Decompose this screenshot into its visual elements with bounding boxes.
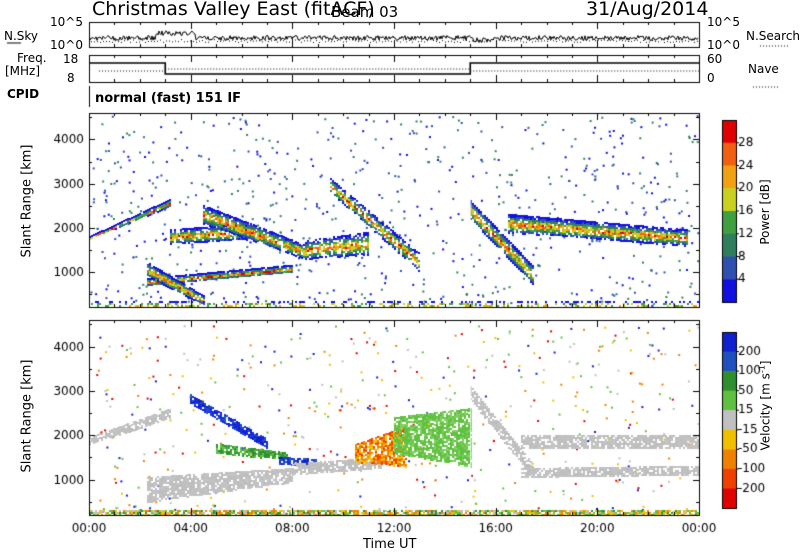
nsky-label: N.Sky (4, 29, 39, 43)
nsearch-tick-bottom: 10^0 (707, 38, 740, 52)
velocity-ylabel: Slant Range [km] (19, 359, 35, 473)
velocity-colorbar-label: Velocity [m s-1] (757, 360, 773, 451)
freq-tick-bottom: 8 (67, 71, 75, 85)
nave-tick-bottom: 0 (707, 71, 715, 85)
power-colorbar-label: Power [dB] (758, 179, 772, 245)
x-axis-label: Time UT (363, 537, 417, 552)
freq-label: Freq. (17, 51, 47, 65)
nsearch-label: N.Search (746, 29, 800, 43)
freq-tick-top: 18 (63, 52, 79, 66)
nave-tick-top: 60 (707, 52, 723, 66)
nsearch-tick-top: 10^5 (707, 15, 740, 29)
freq-unit-label: [MHz] (5, 64, 41, 78)
beam-label: Beam 03 (331, 3, 399, 21)
nsky-tick-bottom: 10^0 (50, 38, 83, 52)
nave-label: Nave (748, 62, 779, 76)
page-title: Christmas Valley East (fitACF) (92, 0, 375, 20)
cpid-label: CPID (7, 87, 40, 101)
cpid-value: normal (fast) 151 IF (95, 91, 242, 106)
power-ylabel: Slant Range [km] (19, 144, 35, 258)
nsky-tick-top: 10^5 (50, 15, 83, 29)
date-label: 31/Aug/2014 (586, 0, 709, 20)
